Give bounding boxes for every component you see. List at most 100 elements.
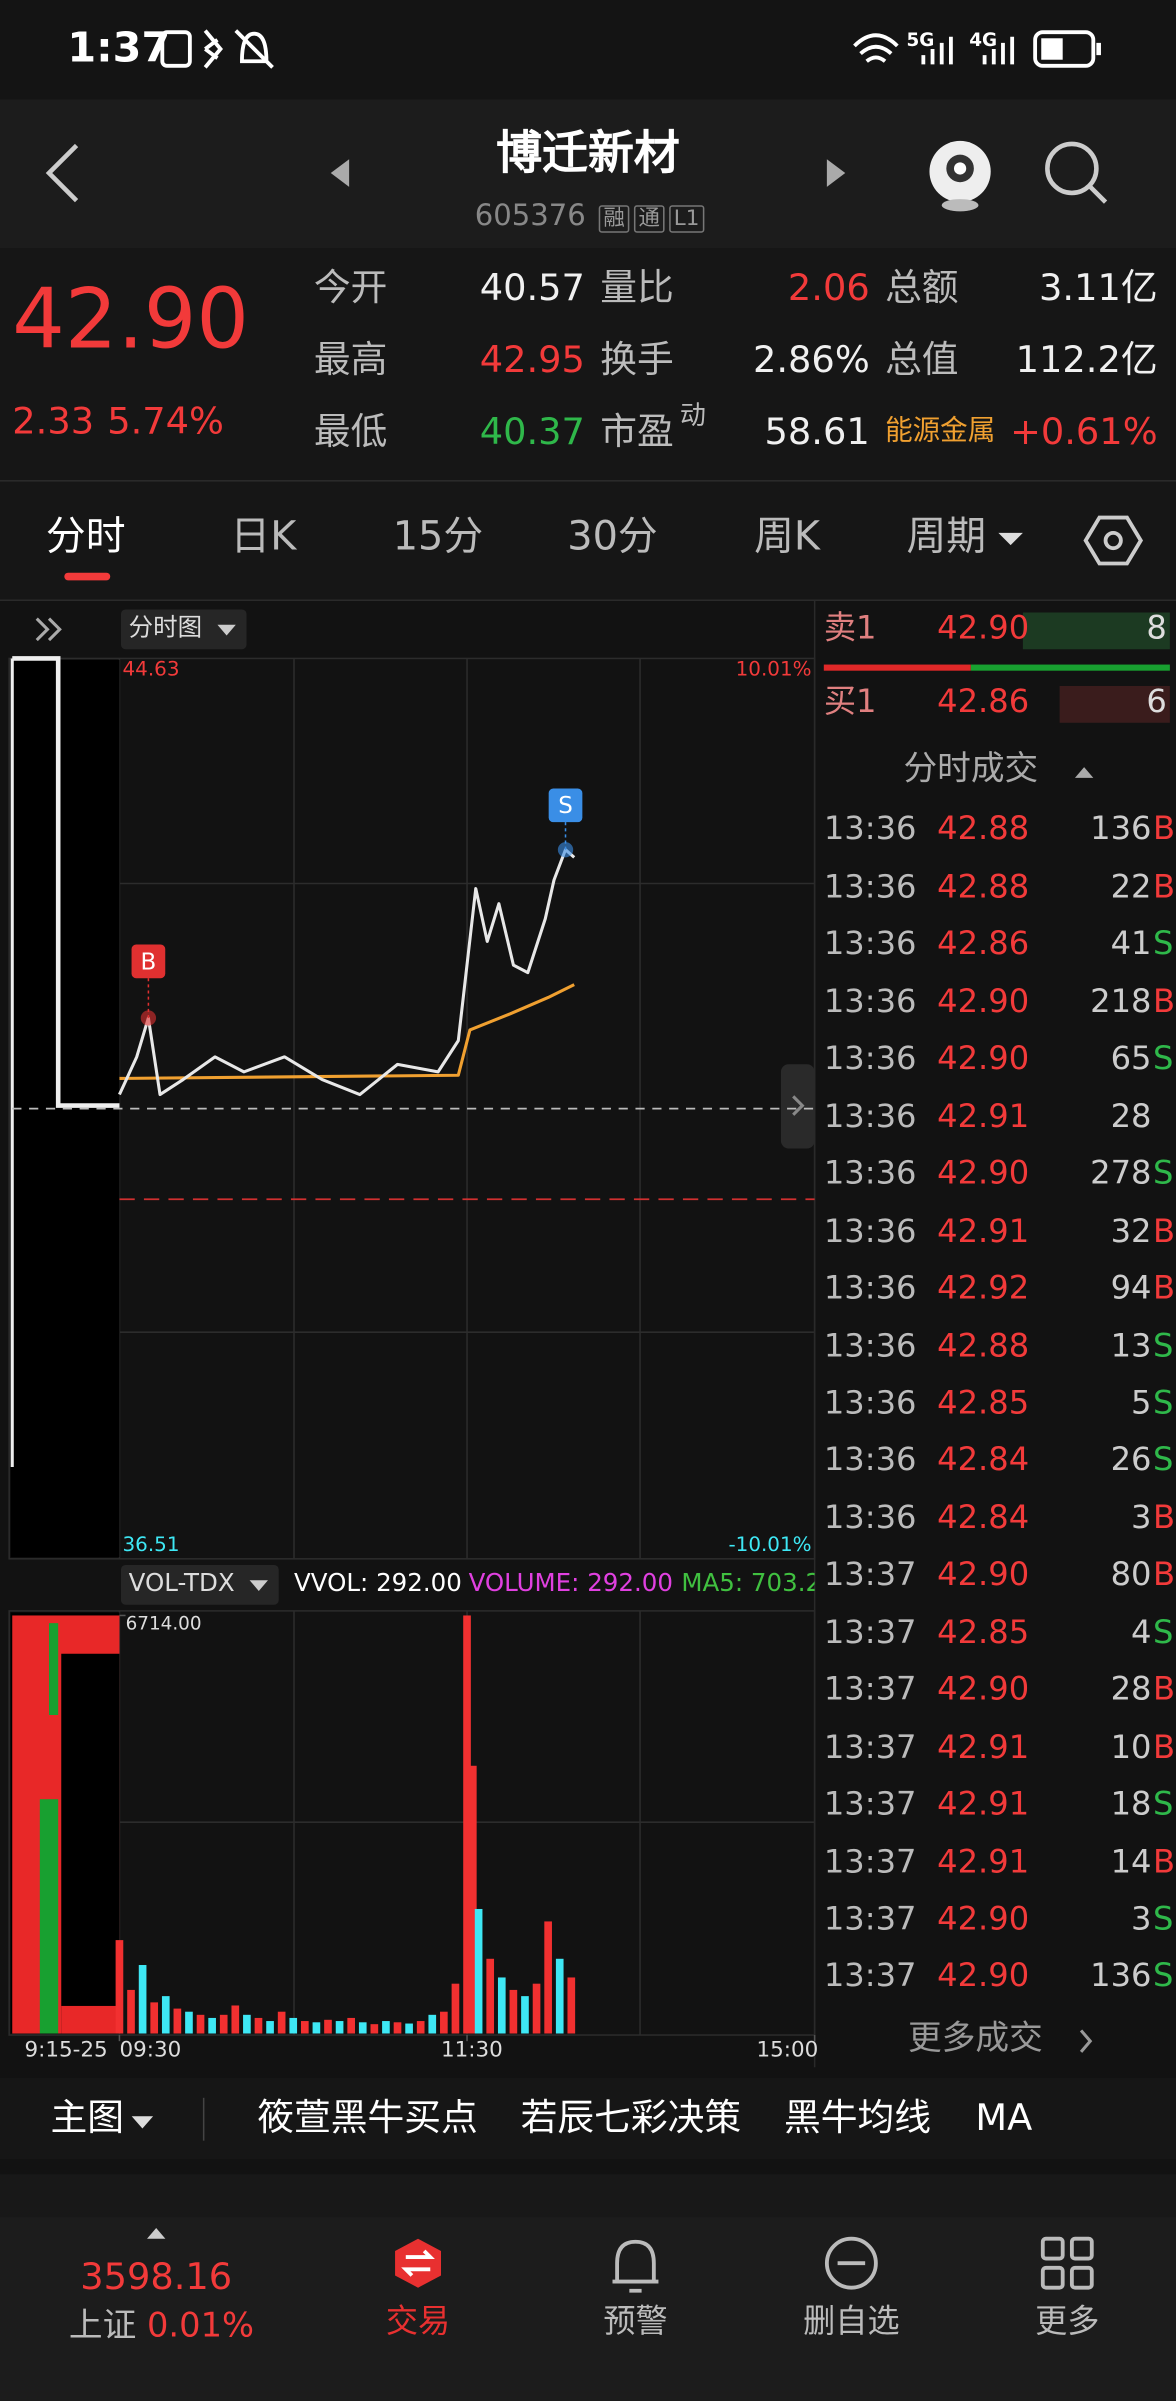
- back-button[interactable]: [45, 143, 79, 203]
- trade-volume: 136: [1090, 1957, 1152, 1995]
- trade-price: 42.91: [937, 1785, 1030, 1823]
- search-button[interactable]: [1045, 141, 1108, 204]
- prev-stock[interactable]: [330, 159, 350, 187]
- trade-volume: 4: [1131, 1613, 1152, 1651]
- dropdown-caret: [217, 624, 236, 636]
- toolbar-bg: [0, 2077, 1176, 2160]
- nav-item[interactable]: 预警: [603, 2303, 668, 2341]
- tab[interactable]: 周K: [754, 514, 821, 560]
- active-tab-indicator: [64, 572, 111, 581]
- x-tick-label: 9:15-25: [24, 2038, 108, 2064]
- volume-bar: [532, 1983, 541, 2034]
- tab[interactable]: 分时: [45, 514, 126, 560]
- volume-bar: [219, 2014, 228, 2034]
- volume-bar: [555, 1958, 564, 2034]
- trade-time: 13:36: [823, 925, 917, 963]
- stat-label: 总额: [885, 266, 959, 310]
- mascot-button[interactable]: [929, 140, 991, 212]
- sort-caret: [1074, 767, 1094, 778]
- selector-box[interactable]: [120, 609, 247, 650]
- collapse-arrow: [792, 1095, 805, 1116]
- x-tick-label: 09:30: [119, 2038, 182, 2064]
- ma5-label: MA5: 703.2: [681, 1571, 815, 1596]
- tab[interactable]: 日K: [230, 514, 297, 560]
- trade-price: 42.90: [937, 1957, 1030, 1995]
- collapse-handle[interactable]: [780, 1064, 815, 1149]
- trade-time: 13:36: [823, 1326, 917, 1364]
- stat-label: 换手: [600, 338, 674, 381]
- nav-item[interactable]: 删自选: [803, 2303, 900, 2341]
- indicator-button[interactable]: MA: [975, 2095, 1033, 2139]
- tab[interactable]: 15分: [392, 514, 484, 560]
- code-badge: 融: [598, 205, 630, 234]
- stat-value: 58.61: [764, 410, 870, 453]
- bottom-nav-bg: [0, 2217, 1176, 2401]
- trade-volume: 18: [1110, 1785, 1152, 1823]
- trade-volume: 94: [1110, 1269, 1152, 1307]
- trade-price: 42.86: [937, 925, 1030, 963]
- stat-label: 最高: [313, 338, 388, 381]
- trade-time: 13:36: [823, 1097, 917, 1135]
- volume-bar: [231, 2005, 240, 2034]
- next-stock[interactable]: [826, 159, 846, 187]
- trade-volume: 13: [1110, 1326, 1152, 1364]
- trade-volume: 5: [1131, 1384, 1152, 1421]
- stat-label: 市盈: [600, 410, 674, 453]
- trade-side: B: [1153, 1842, 1176, 1880]
- volume-bar: [382, 2021, 390, 2034]
- trade-volume: 65: [1110, 1040, 1152, 1077]
- indicator-button[interactable]: 筱萱黑牛买点: [257, 2095, 478, 2139]
- status-4g: 4G: [969, 30, 997, 51]
- dropdown-caret: [249, 1580, 268, 1591]
- indicator-button[interactable]: 若辰七彩决策: [520, 2095, 742, 2139]
- tab[interactable]: 30分: [567, 514, 658, 560]
- trades-title[interactable]: 分时成交: [903, 750, 1039, 789]
- tab[interactable]: 周期: [906, 514, 987, 560]
- pct-min-label: -10.01%: [728, 1534, 812, 1558]
- trade-price: 42.91: [937, 1212, 1030, 1249]
- trade-price: 42.90: [937, 1040, 1030, 1077]
- volume-bar: [127, 1989, 135, 2034]
- index-name: 上证: [68, 2307, 137, 2346]
- stat-value: 2.06: [787, 266, 870, 310]
- nav-item[interactable]: 更多: [1035, 2303, 1100, 2341]
- trade-time: 13:37: [823, 1613, 917, 1651]
- trade-price: 42.84: [937, 1498, 1030, 1536]
- trade-side: B: [1153, 868, 1176, 905]
- nav-item[interactable]: 交易: [385, 2303, 451, 2341]
- trade-side: B: [1153, 810, 1176, 848]
- marker-dot: [140, 1010, 157, 1026]
- status-left-icons: [160, 29, 274, 69]
- trade-side: S: [1153, 1785, 1174, 1823]
- stat-value: 40.37: [479, 410, 585, 453]
- more-arrow: [1079, 2029, 1093, 2053]
- stock-code: 605376: [474, 198, 586, 233]
- volume-bar: [208, 2017, 216, 2034]
- volume-indicator[interactable]: VOL-TDX: [128, 1568, 235, 1598]
- index-value[interactable]: 3598.16: [80, 2255, 233, 2299]
- index-caret: [147, 2227, 166, 2239]
- trade-side: B: [1153, 1269, 1176, 1307]
- trade-price: 42.85: [937, 1384, 1030, 1421]
- chart-frame: [8, 657, 816, 2036]
- trade-volume: 136: [1090, 810, 1152, 848]
- settings-button[interactable]: [1083, 515, 1144, 566]
- trade-time: 13:37: [823, 1728, 917, 1765]
- chart-selector[interactable]: 分时图: [128, 612, 203, 642]
- indicator-button[interactable]: 黑牛均线: [784, 2095, 931, 2139]
- bid-ratio: [823, 664, 971, 671]
- status-time: 1:37: [67, 24, 171, 73]
- volume-bar: [196, 2014, 205, 2034]
- expand-button[interactable]: [35, 617, 62, 642]
- more-trades[interactable]: 更多成交: [908, 2019, 1043, 2058]
- trade-volume: 278: [1090, 1154, 1152, 1192]
- status-icons: [853, 30, 1101, 68]
- main-chart-menu[interactable]: 主图: [50, 2095, 125, 2139]
- volume-bar: [370, 2024, 379, 2034]
- trade-volume: 80: [1110, 1556, 1152, 1593]
- indicator-box[interactable]: [120, 1564, 279, 1605]
- trade-price: 42.84: [937, 1441, 1030, 1479]
- stat-label: 能源金属: [885, 415, 996, 448]
- volume-label: VOLUME: 292.00: [468, 1568, 673, 1598]
- volume-bar: [254, 2017, 263, 2034]
